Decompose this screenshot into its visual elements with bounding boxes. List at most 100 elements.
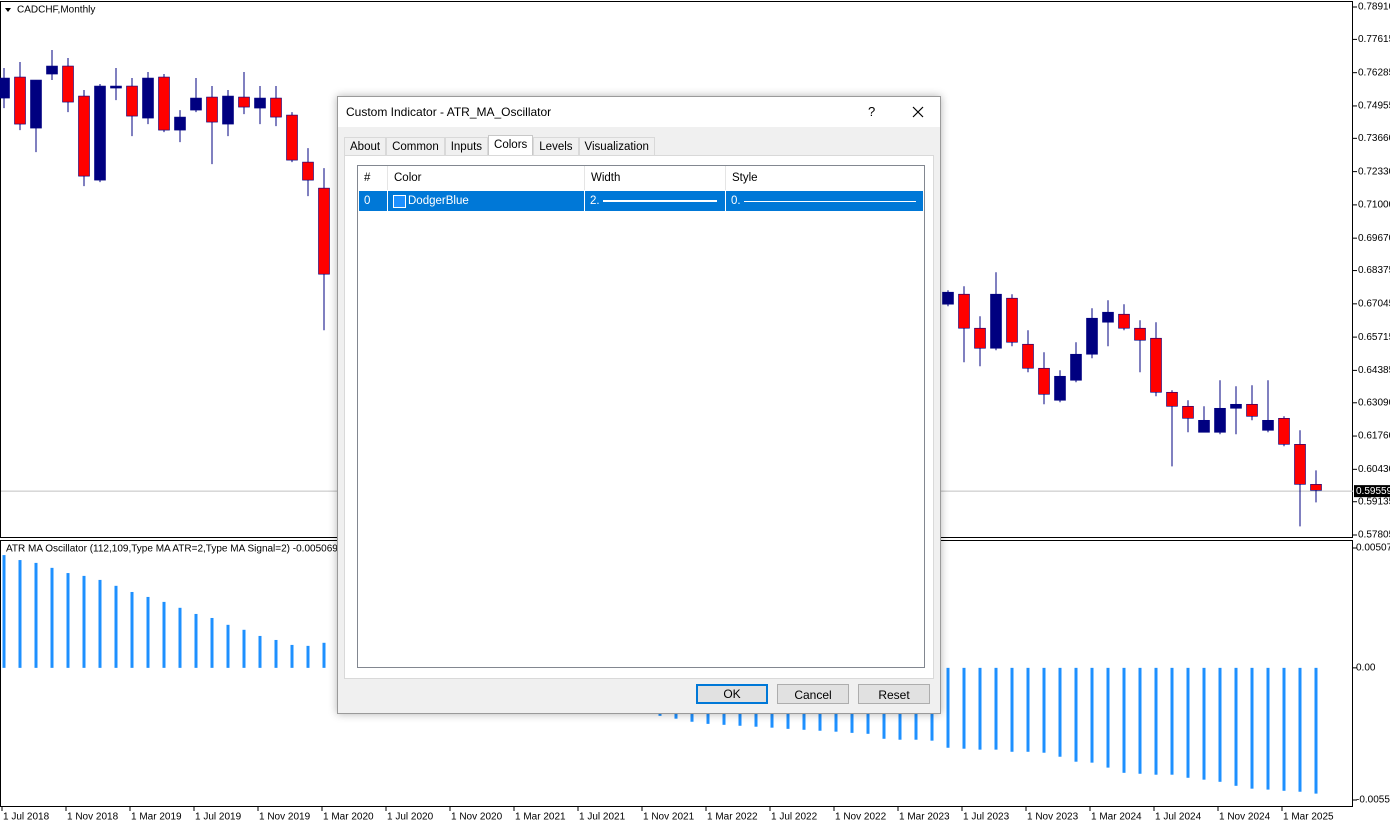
cell[interactable]: 2. <box>585 191 726 211</box>
candle-body-bear <box>270 97 282 118</box>
indicator-label: ATR MA Oscillator (112,109,Type MA ATR=2… <box>6 544 344 555</box>
candle-body-bull <box>110 85 122 89</box>
symbol-label: CADCHF,Monthly <box>17 5 95 16</box>
x-tick-label: 1 Jul 2021 <box>579 812 626 823</box>
x-tick-label: 1 Nov 2021 <box>643 812 695 823</box>
tab-active[interactable]: Colors <box>488 135 534 156</box>
indicator-bar <box>1122 667 1126 773</box>
width-preview <box>603 200 717 202</box>
candle-body-bull <box>1262 419 1274 431</box>
indicator-bar <box>2 555 6 668</box>
current-price-box <box>1354 485 1390 498</box>
x-tick-label: 1 Mar 2022 <box>707 812 758 823</box>
candle-body-bull <box>94 85 106 181</box>
candle-body-bull <box>1054 375 1066 401</box>
candle-body-bear <box>238 96 250 108</box>
candle-body-bear <box>1182 405 1194 419</box>
indicator-bar <box>1026 667 1030 752</box>
cell: 0 <box>359 191 388 211</box>
x-tick-label: 1 Mar 2021 <box>515 812 566 823</box>
indicator-bar <box>1298 667 1302 792</box>
indicator-bar <box>1234 667 1238 786</box>
indicator-bar <box>162 601 166 668</box>
indicator-bar <box>146 596 150 668</box>
tab[interactable]: Inputs <box>444 137 489 156</box>
candle-body-bull <box>1102 311 1114 323</box>
indicator-bar <box>258 635 262 668</box>
x-tick-label: 1 Jul 2022 <box>771 812 818 823</box>
candle-body-bull <box>1070 353 1082 381</box>
indicator-bar <box>946 667 950 748</box>
candle-body-bear <box>1294 444 1306 485</box>
indicator-bar <box>1218 667 1222 782</box>
x-tick-label: 1 Nov 2018 <box>67 812 119 823</box>
y-tick-label: 0.57805 <box>1358 530 1390 541</box>
indicator-bar <box>1314 667 1318 794</box>
table-row[interactable]: 0 DodgerBlue 2. 0. <box>359 191 923 211</box>
close-button[interactable] <box>911 105 925 119</box>
candle-body-bull <box>142 77 154 119</box>
help-button[interactable]: ? <box>868 104 876 119</box>
x-tick-label: 1 Nov 2024 <box>1219 812 1271 823</box>
indicator-bar <box>1058 667 1062 757</box>
colors-table: # Color Width Style 0 DodgerBlue 2. 0. <box>357 165 925 668</box>
tab[interactable]: About <box>344 137 387 156</box>
cancel-button[interactable]: Cancel <box>777 684 849 704</box>
candle-body-bull <box>1230 403 1242 409</box>
indicator-bar <box>34 562 38 668</box>
candle-body-bear <box>1022 343 1034 369</box>
indicator-bar <box>1186 667 1190 778</box>
tab[interactable]: Visualization <box>578 137 655 156</box>
tab[interactable]: Common <box>386 137 445 156</box>
dialog: Custom Indicator - ATR_MA_Oscillator ? A… <box>337 96 941 714</box>
indicator-bar <box>114 585 118 668</box>
x-tick-label: 1 Jul 2023 <box>963 812 1010 823</box>
indicator-bar <box>98 579 102 668</box>
indicator-bar <box>1266 667 1270 790</box>
cell[interactable]: 0. <box>731 195 741 207</box>
cell[interactable]: DodgerBlue <box>388 191 585 211</box>
indicator-bar <box>130 591 134 668</box>
indicator-bar <box>66 573 70 668</box>
candle-body-bear <box>14 76 26 125</box>
candle-body-bear <box>958 293 970 329</box>
column-header[interactable]: Width <box>585 166 726 190</box>
indicator-bar <box>210 617 214 668</box>
candle-body-bear <box>206 96 218 123</box>
column-header[interactable]: Color <box>388 166 585 190</box>
symbol-menu-icon[interactable] <box>5 8 11 12</box>
indicator-bar <box>962 667 966 749</box>
indicator-bar <box>1042 667 1046 753</box>
candle-body-bear <box>1278 417 1290 445</box>
y-tick-label: 0.76285 <box>1358 67 1390 78</box>
current-price-label: 0.59559 <box>1356 486 1390 497</box>
indicator-bar <box>242 629 246 668</box>
indicator-bar <box>306 645 310 668</box>
column-header[interactable]: Style <box>732 172 758 184</box>
reset-button[interactable]: Reset <box>858 684 930 704</box>
candle-body-bear <box>1246 403 1258 417</box>
indicator-bar <box>1010 667 1014 752</box>
y-tick-label: -0.005590 <box>1356 795 1390 806</box>
candle-body-bear <box>1118 313 1130 329</box>
style-preview <box>744 201 916 202</box>
ok-button[interactable]: OK <box>696 684 768 704</box>
indicator-bar <box>1074 667 1078 762</box>
y-tick-label: 0.59135 <box>1358 496 1390 507</box>
indicator-bar <box>178 607 182 668</box>
candle-body-bear <box>126 85 138 117</box>
candle-body-bear <box>1006 297 1018 343</box>
x-tick-label: 1 Mar 2024 <box>1091 812 1142 823</box>
candle-body-bull <box>254 97 266 109</box>
indicator-bar <box>322 642 326 668</box>
column-header[interactable]: # <box>358 166 388 190</box>
tab[interactable]: Levels <box>533 137 579 156</box>
y-tick-label: 0.65715 <box>1358 332 1390 343</box>
